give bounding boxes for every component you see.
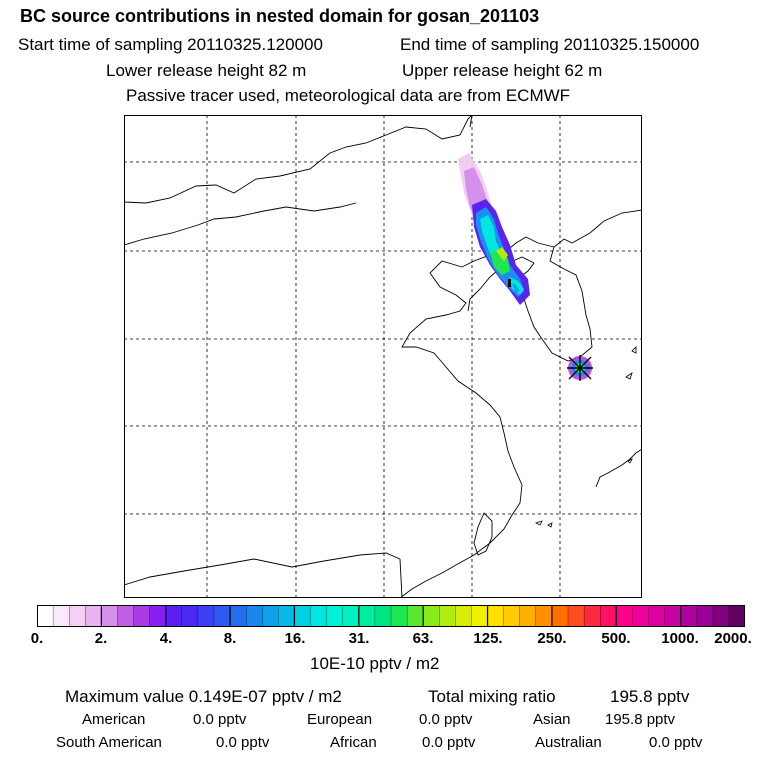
region-value: 0.0 pptv <box>422 734 476 751</box>
colorbar-cell <box>326 605 344 627</box>
region-name: Asian <box>533 711 571 728</box>
colorbar-major-dividers <box>100 605 682 627</box>
colorbar-tick: 4. <box>159 630 173 647</box>
colorbar-cell <box>358 605 376 627</box>
colorbar-cell <box>101 605 118 627</box>
colorbar-cell <box>246 605 263 627</box>
sampling-end-time: End time of sampling 20110325.150000 <box>400 35 700 54</box>
colorbar-unit-label: 10E-10 pptv / m2 <box>310 654 440 673</box>
colorbar-tick: 8. <box>223 630 237 647</box>
lower-release-height: Lower release height 82 m <box>106 61 307 80</box>
colorbar-cell <box>551 605 569 627</box>
colorbar-cell <box>117 605 134 627</box>
region-name: American <box>82 711 146 728</box>
colorbar-cell <box>181 605 199 627</box>
region-value: 0.0 pptv <box>216 734 270 751</box>
colorbar-tick: 31. <box>348 630 370 647</box>
colorbar-cell <box>664 605 682 627</box>
region-name: European <box>307 711 373 728</box>
colorbar-cell <box>487 605 505 627</box>
colorbar-cell <box>390 605 408 627</box>
region-value: 0.0 pptv <box>193 711 247 728</box>
region-name: Australian <box>535 734 602 751</box>
colorbar-cell <box>567 605 585 627</box>
colorbar-cell <box>728 605 745 627</box>
colorbar-cell <box>519 605 537 627</box>
colorbar-cell <box>149 605 167 627</box>
colorbar-cell <box>406 605 424 627</box>
colorbar-cell <box>229 605 247 627</box>
receptor-marker-gosan <box>567 355 593 381</box>
colorbar-cell <box>680 605 698 627</box>
colorbar-cell <box>600 605 617 627</box>
region-name: African <box>330 734 377 751</box>
colorbar-tick: 1000. <box>661 630 699 647</box>
colorbar-cell <box>471 605 488 627</box>
colorbar-cell <box>648 605 665 627</box>
colorbar-tick: 16. <box>284 630 306 647</box>
region-value: 0.0 pptv <box>419 711 473 728</box>
colorbar-cell <box>632 605 649 627</box>
colorbar-cell <box>535 605 553 627</box>
colorbar-cell <box>696 605 714 627</box>
colorbar-cell <box>712 605 730 627</box>
colorbar-tick: 63. <box>412 630 434 647</box>
colorbar-tick: 500. <box>601 630 631 647</box>
upper-release-height: Upper release height 62 m <box>402 61 603 80</box>
colorbar-cell <box>583 605 601 627</box>
colorbar-tick: 0. <box>30 630 44 647</box>
plot-title: BC source contributions in nested domain… <box>20 6 540 26</box>
region-name: South American <box>56 734 162 751</box>
map-panel <box>124 115 642 598</box>
colorbar-cell <box>37 605 54 627</box>
colorbar-cell <box>616 605 633 627</box>
colorbar-cell <box>262 605 279 627</box>
colorbar-tick: 2. <box>94 630 108 647</box>
colorbar <box>37 605 745 627</box>
total-mixing-ratio-label: Total mixing ratio <box>428 687 556 706</box>
total-mixing-ratio-value: 195.8 pptv <box>610 687 690 706</box>
colorbar-cells <box>37 605 745 627</box>
sampling-start-time: Start time of sampling 20110325.120000 <box>18 35 323 54</box>
colorbar-cell <box>439 605 456 627</box>
source-footprint-plume <box>458 153 530 305</box>
colorbar-cell <box>213 605 231 627</box>
colorbar-tick: 250. <box>537 630 567 647</box>
colorbar-cell <box>455 605 472 627</box>
colorbar-cell <box>294 605 311 627</box>
maximum-value: Maximum value 0.149E-07 pptv / m2 <box>65 687 342 706</box>
colorbar-tick: 2000. <box>714 630 752 647</box>
colorbar-cell <box>374 605 392 627</box>
colorbar-cell <box>310 605 328 627</box>
region-value: 195.8 pptv <box>605 711 676 728</box>
colorbar-cell <box>85 605 102 627</box>
colorbar-cell <box>133 605 151 627</box>
tracer-note: Passive tracer used, meteorological data… <box>126 86 571 105</box>
colorbar-cell <box>342 605 360 627</box>
colorbar-cell <box>278 605 295 627</box>
region-value: 0.0 pptv <box>649 734 703 751</box>
colorbar-cell <box>165 605 183 627</box>
colorbar-cell <box>503 605 521 627</box>
colorbar-cell <box>52 605 70 627</box>
colorbar-cell <box>197 605 215 627</box>
colorbar-cell <box>69 605 86 627</box>
colorbar-tick: 125. <box>473 630 503 647</box>
colorbar-cell <box>423 605 440 627</box>
